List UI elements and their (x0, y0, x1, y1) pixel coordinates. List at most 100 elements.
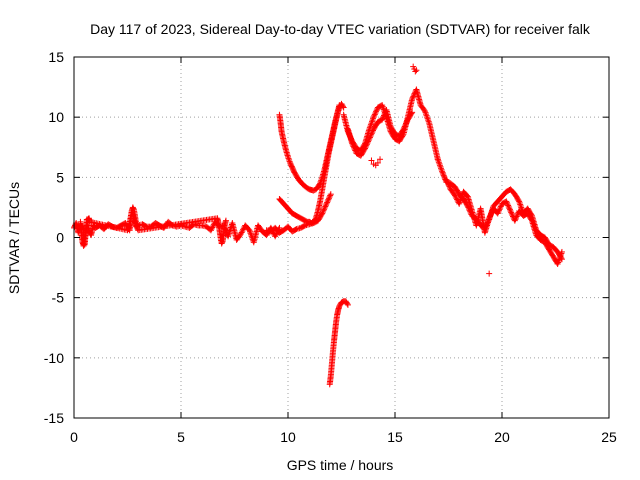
data-point (324, 198, 331, 205)
data-point (400, 126, 407, 133)
data-point (130, 205, 137, 212)
data-point (446, 183, 453, 190)
data-point (350, 143, 357, 150)
data-point (508, 209, 515, 216)
y-tick-label: 5 (56, 169, 64, 185)
data-point (371, 112, 378, 119)
data-point (320, 207, 327, 214)
data-point (239, 228, 246, 235)
y-tick-label: 15 (48, 49, 64, 65)
data-point (373, 108, 380, 115)
data-point (402, 122, 409, 129)
data-point (374, 159, 381, 166)
data-point (380, 113, 387, 120)
data-point (325, 195, 332, 202)
data-point (451, 192, 458, 199)
data-point (497, 203, 504, 210)
data-point (443, 176, 450, 183)
y-tick-label: -5 (52, 290, 65, 306)
data-point (421, 106, 428, 113)
data-point (367, 133, 374, 140)
data-point (318, 211, 325, 218)
data-point (528, 216, 535, 223)
data-point (237, 230, 244, 237)
data-point (503, 198, 510, 205)
data-point (447, 184, 454, 191)
data-point (208, 225, 215, 232)
data-point (369, 127, 376, 134)
x-tick-label: 25 (601, 429, 617, 445)
data-point (365, 137, 372, 144)
data-point (401, 123, 408, 130)
data-point (363, 141, 370, 148)
data-point (368, 157, 375, 164)
data-point (272, 233, 279, 240)
data-point (412, 68, 419, 75)
data-point (488, 209, 495, 216)
data-point (349, 140, 356, 147)
data-point (513, 213, 520, 220)
x-axis-label: GPS time / hours (287, 457, 394, 473)
data-point (344, 300, 351, 307)
x-tick-label: 15 (387, 429, 403, 445)
data-point (495, 209, 502, 216)
data-point (409, 109, 416, 116)
data-point (321, 206, 328, 213)
x-tick-label: 5 (177, 429, 185, 445)
y-tick-label: 0 (56, 230, 64, 246)
data-point (504, 201, 511, 208)
data-point (339, 103, 346, 110)
data-point (399, 127, 406, 134)
data-point (322, 202, 329, 209)
data-point (319, 209, 326, 216)
data-point (486, 215, 493, 222)
y-tick-label: -15 (44, 410, 64, 426)
data-point (219, 239, 226, 246)
data-point (327, 192, 334, 199)
data-point (368, 130, 375, 137)
data-point (497, 204, 504, 211)
data-point (440, 172, 447, 179)
data-point (351, 146, 358, 153)
data-point (439, 168, 446, 175)
chart-title: Day 117 of 2023, Sidereal Day-to-day VTE… (90, 21, 591, 37)
data-point (440, 171, 447, 178)
data-point (413, 67, 420, 74)
data-point (368, 131, 375, 138)
data-point (404, 117, 411, 124)
data-point (403, 120, 410, 127)
data-point (365, 138, 372, 145)
data-point (408, 110, 415, 117)
data-point (340, 104, 347, 111)
data-point (507, 208, 514, 215)
data-point (410, 93, 417, 100)
data-point (323, 200, 330, 207)
data-point (324, 199, 331, 206)
data-point (351, 144, 358, 151)
data-point (506, 206, 513, 213)
data-point (372, 110, 379, 117)
data-point (514, 212, 521, 219)
data-point (441, 173, 448, 180)
data-point (361, 146, 368, 153)
data-point (327, 191, 334, 198)
data-point (222, 217, 229, 224)
data-point (352, 147, 359, 154)
data-point (487, 212, 494, 219)
data-point (558, 248, 565, 255)
data-point (505, 202, 512, 209)
data-point (508, 210, 515, 217)
data-point (445, 182, 452, 189)
data-point (380, 112, 387, 119)
data-point (401, 124, 408, 131)
data-point (486, 213, 493, 220)
data-point (362, 144, 369, 151)
y-tick-label: -10 (44, 350, 64, 366)
data-point (515, 197, 522, 204)
data-point (379, 116, 386, 123)
data-point (349, 142, 356, 149)
grid (74, 57, 609, 418)
data-point (377, 156, 384, 163)
